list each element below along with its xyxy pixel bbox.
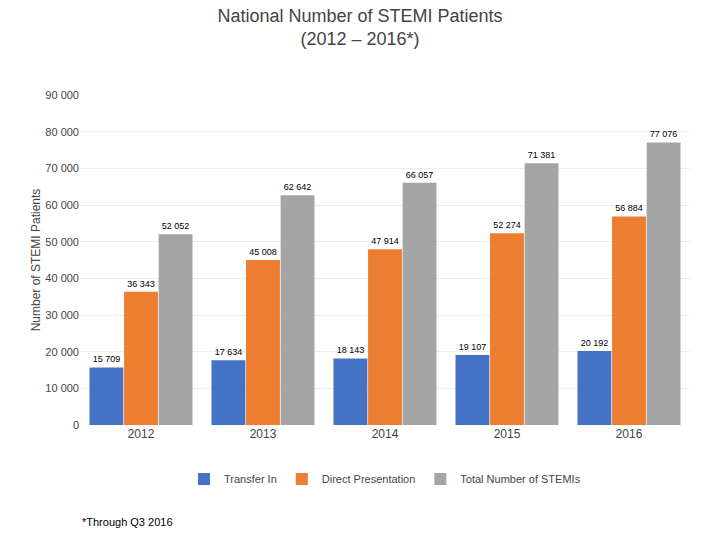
- svg-text:20 192: 20 192: [581, 338, 609, 348]
- svg-text:2012: 2012: [128, 427, 155, 441]
- svg-text:2016: 2016: [616, 427, 643, 441]
- svg-text:36 343: 36 343: [127, 279, 155, 289]
- svg-text:80 000: 80 000: [45, 126, 79, 138]
- svg-text:20 000: 20 000: [45, 346, 79, 358]
- svg-text:17 634: 17 634: [215, 347, 243, 357]
- svg-text:2014: 2014: [372, 427, 399, 441]
- svg-text:15 709: 15 709: [93, 354, 121, 364]
- svg-text:30 000: 30 000: [45, 309, 79, 321]
- svg-text:90 000: 90 000: [45, 89, 79, 101]
- svg-text:*Through Q3 2016: *Through Q3 2016: [82, 516, 173, 528]
- svg-text:60 000: 60 000: [45, 199, 79, 211]
- svg-text:10 000: 10 000: [45, 382, 79, 394]
- svg-text:77 076: 77 076: [650, 129, 678, 139]
- svg-text:18 143: 18 143: [337, 345, 365, 355]
- svg-text:71 381: 71 381: [528, 150, 556, 160]
- svg-text:56 884: 56 884: [615, 203, 643, 213]
- svg-text:70 000: 70 000: [45, 162, 79, 174]
- svg-text:50 000: 50 000: [45, 236, 79, 248]
- svg-text:62 642: 62 642: [284, 182, 312, 192]
- svg-text:45 008: 45 008: [249, 247, 277, 257]
- svg-text:47 914: 47 914: [371, 236, 399, 246]
- svg-text:Transfer In: Transfer In: [224, 473, 277, 485]
- svg-text:2013: 2013: [250, 427, 277, 441]
- svg-text:Direct Presentation: Direct Presentation: [322, 473, 416, 485]
- svg-text:National Number of STEMI Patie: National Number of STEMI Patients(2012 –…: [217, 6, 502, 49]
- svg-text:Total Number of STEMIs: Total Number of STEMIs: [460, 473, 580, 485]
- svg-text:52 274: 52 274: [493, 220, 521, 230]
- svg-text:2015: 2015: [494, 427, 521, 441]
- svg-text:52 052: 52 052: [162, 221, 190, 231]
- svg-text:40 000: 40 000: [45, 272, 79, 284]
- svg-text:66 057: 66 057: [406, 170, 434, 180]
- svg-text:19 107: 19 107: [459, 342, 487, 352]
- svg-text:Number of STEMI Patients: Number of STEMI Patients: [29, 189, 43, 332]
- svg-text:0: 0: [73, 419, 79, 431]
